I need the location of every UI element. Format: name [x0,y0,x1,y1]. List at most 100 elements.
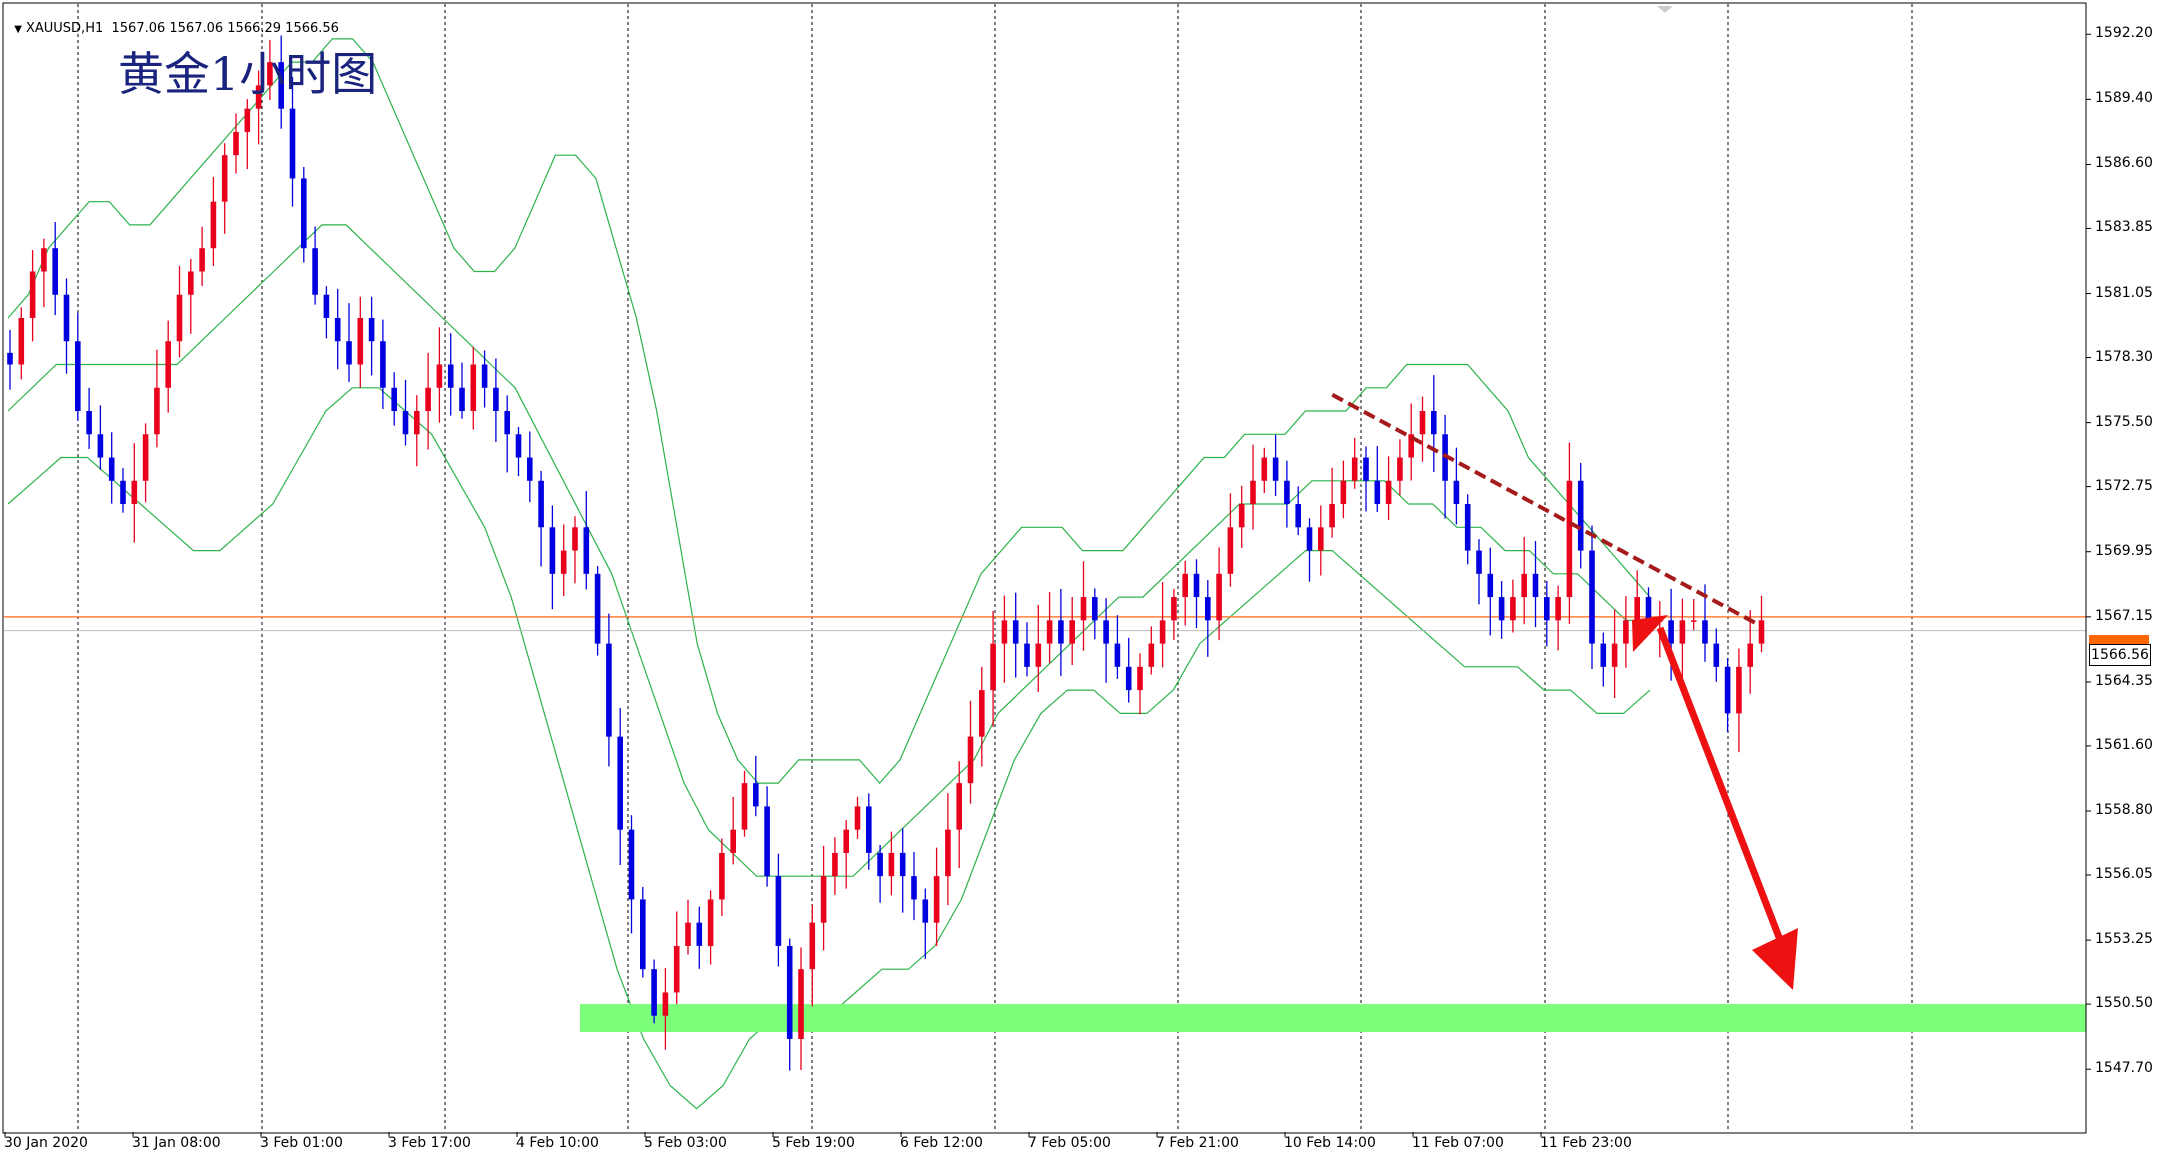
candle-body [414,411,420,435]
candle-body [719,852,725,900]
y-tick-label: 1581.05 [2095,284,2153,301]
x-tick-label: 3 Feb 01:00 [260,1135,343,1151]
resistance-trendline[interactable] [1331,392,1761,627]
y-tick-label: 1592.20 [2095,25,2153,42]
candle-body [1453,480,1460,505]
candle-body [1272,457,1279,481]
candle-body [1397,457,1403,481]
candle-body [120,480,126,505]
arrow-head-down-icon [1752,928,1798,990]
candle-body [481,364,488,388]
candle-body [1318,527,1324,551]
candle-body [628,829,635,900]
candle-body [154,387,160,435]
candle-body [470,364,477,412]
candle-body [142,434,149,481]
candle-body [1171,597,1177,621]
y-tick-label: 1547.70 [2095,1060,2153,1077]
candle-body [1035,643,1042,667]
candle-body [357,317,364,365]
candle-body [538,480,544,528]
candle-body [843,829,849,853]
candle-body [368,317,375,342]
scroll-marker-icon[interactable] [1657,6,1673,13]
candle-body [52,248,58,295]
x-tick-label: 6 Feb 12:00 [900,1135,983,1151]
x-tick-label: 5 Feb 19:00 [772,1135,855,1151]
candle-body [1623,620,1629,644]
candle-body [165,341,171,388]
y-tick-label: 1572.75 [2095,477,2153,494]
candle-body [594,573,601,644]
candle-body [1566,480,1573,598]
candle-body [1012,620,1019,644]
candle-body [380,341,386,388]
candle-body [515,434,522,458]
x-tick-label: 4 Feb 10:00 [516,1135,599,1151]
candle-body [1419,411,1426,435]
candle-body [1385,480,1392,505]
symbol-header: ▼ XAUUSD,H1 1567.06 1567.06 1566.29 1566.… [6,6,339,36]
candle-body [877,852,883,877]
candle-body [809,922,816,970]
x-tick-label: 7 Feb 05:00 [1028,1135,1111,1151]
candle-body [1227,527,1234,574]
candle-body [673,945,680,993]
candle-body [1024,643,1030,667]
candle-body [899,852,906,877]
candle-body [979,690,985,737]
candle-body [753,783,759,807]
candle-body [1374,480,1381,505]
candle-body [1668,620,1674,644]
candle-body [1589,550,1595,644]
x-tick-label: 31 Jan 08:00 [132,1135,221,1151]
candle-body [1250,480,1256,505]
candle-body [402,411,409,435]
y-tick-label: 1583.85 [2095,219,2153,236]
candle-body [75,341,81,412]
candle-body [210,201,217,249]
candle-body [289,108,296,179]
candle-body [798,969,804,1039]
candle-body [1736,666,1742,714]
candle-body [967,736,974,784]
candle-body [945,829,951,877]
candle-body [1464,504,1471,551]
y-tick-label: 1578.30 [2095,348,2153,365]
x-tick-label: 11 Feb 07:00 [1412,1135,1504,1151]
down-arrow-annotation[interactable] [1632,615,1798,990]
candle-body [459,387,465,412]
last-price-tag: 1566.56 [2089,644,2151,666]
candle-body [1408,434,1414,458]
candle-body [696,922,703,946]
candle-body [820,876,827,923]
candle-body [1690,620,1697,622]
candle-body [1193,573,1200,598]
candle-body [1125,666,1132,691]
candle-body [606,643,612,737]
candle-body [1238,504,1245,528]
candle-body [18,317,25,365]
candle-body [188,271,194,295]
x-tick-label: 10 Feb 14:00 [1284,1135,1376,1151]
candle-body [990,643,996,691]
candle-body [312,248,318,295]
candle-body [832,852,838,877]
candle-body [323,294,330,318]
candlesticks [7,35,1765,1071]
y-tick-label: 1558.80 [2095,802,2153,819]
candle-body [1001,620,1008,644]
candle-body [1555,597,1561,621]
support-zone [580,1004,2086,1032]
candle-body [1758,620,1765,644]
candle-body [1159,620,1166,644]
dropdown-arrow-icon[interactable]: ▼ [14,24,22,35]
candle-body [1351,457,1358,481]
candle-body [1205,597,1211,621]
candle-body [1702,620,1708,644]
candle-body [1069,620,1075,644]
candle-body [662,992,669,1016]
candle-body [1058,620,1064,644]
candle-body [131,480,138,505]
